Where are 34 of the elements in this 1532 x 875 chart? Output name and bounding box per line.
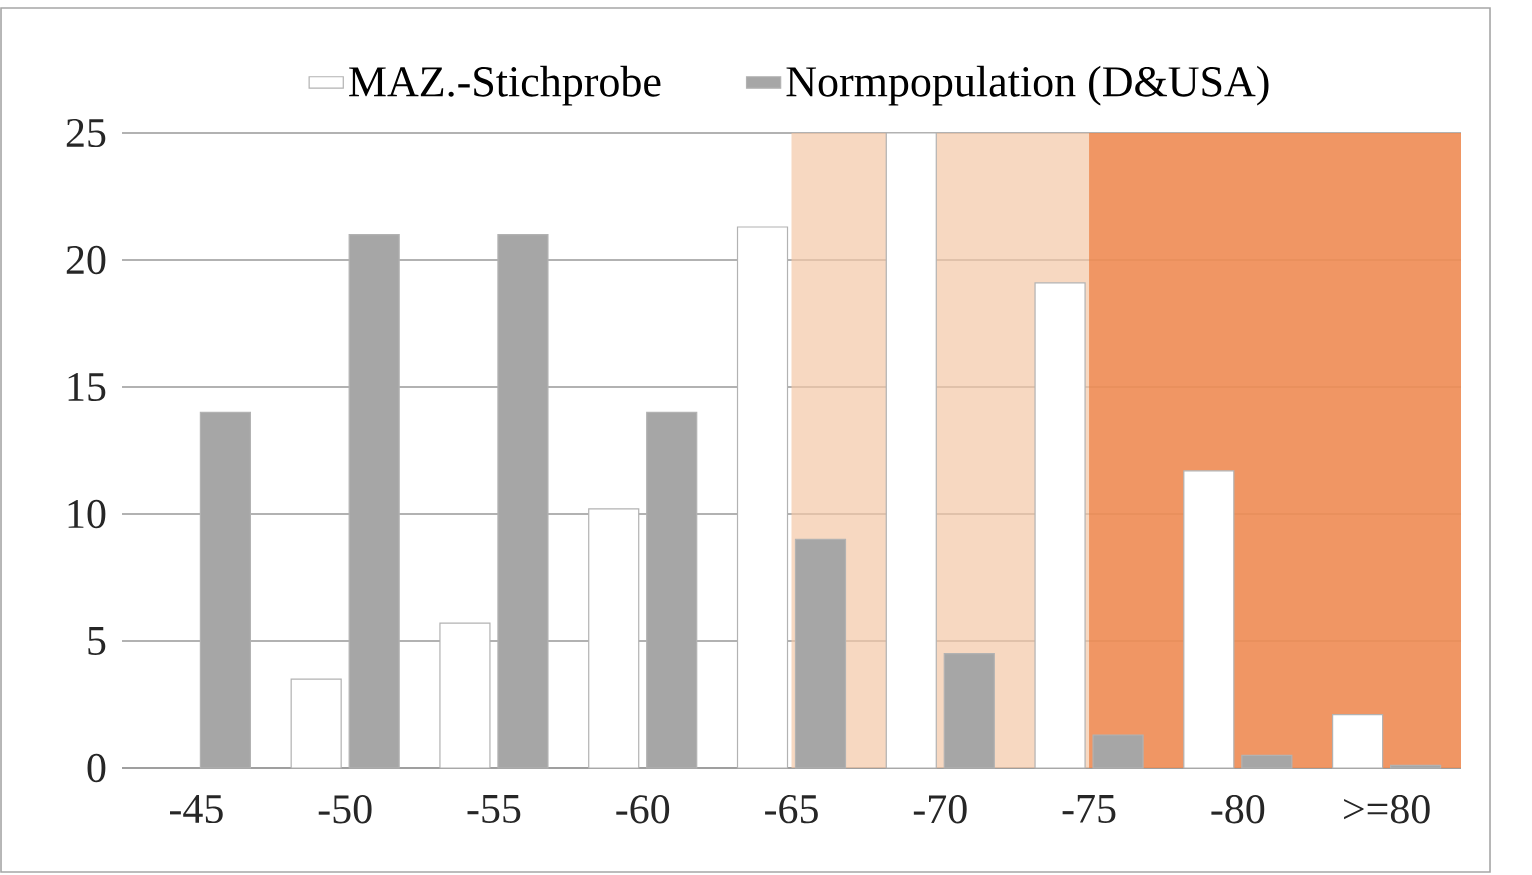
bar	[794, 538, 847, 769]
x-tick-label: -55	[467, 795, 521, 823]
x-tick-label: -80	[1211, 795, 1265, 824]
bar	[1332, 714, 1384, 769]
bar	[1092, 734, 1144, 769]
y-tick-label: 5	[88, 627, 106, 655]
bar	[1241, 754, 1293, 769]
bar	[736, 226, 789, 769]
y-tick-label: 10	[68, 499, 106, 529]
x-tick-label: -65	[765, 795, 818, 824]
bar	[943, 653, 995, 769]
x-tick-label: -45	[169, 795, 223, 824]
y-tick-label: 0	[87, 753, 106, 783]
bar	[1034, 282, 1086, 769]
bar	[1390, 764, 1442, 769]
x-tick-label: -75	[1062, 795, 1116, 823]
bar	[588, 508, 640, 769]
x-tick-label: -50	[318, 795, 372, 824]
x-tick-label: -70	[913, 795, 967, 824]
bar	[348, 234, 400, 769]
x-tick-label: >=80	[1344, 795, 1430, 824]
bar	[1183, 470, 1235, 769]
bar	[646, 411, 698, 769]
y-tick-label: 15	[68, 372, 106, 402]
bar	[290, 678, 342, 769]
bar	[497, 234, 549, 769]
y-tick-label: 25	[66, 118, 106, 148]
bar	[439, 622, 491, 769]
bar	[885, 132, 937, 769]
legend-label: Normpopulation (D&USA)	[786, 65, 1269, 106]
legend-label: MAZ.-Stichprobe	[349, 65, 661, 106]
y-tick-label: 20	[66, 245, 106, 275]
x-tick-label: -60	[616, 795, 670, 824]
bar	[199, 411, 251, 769]
